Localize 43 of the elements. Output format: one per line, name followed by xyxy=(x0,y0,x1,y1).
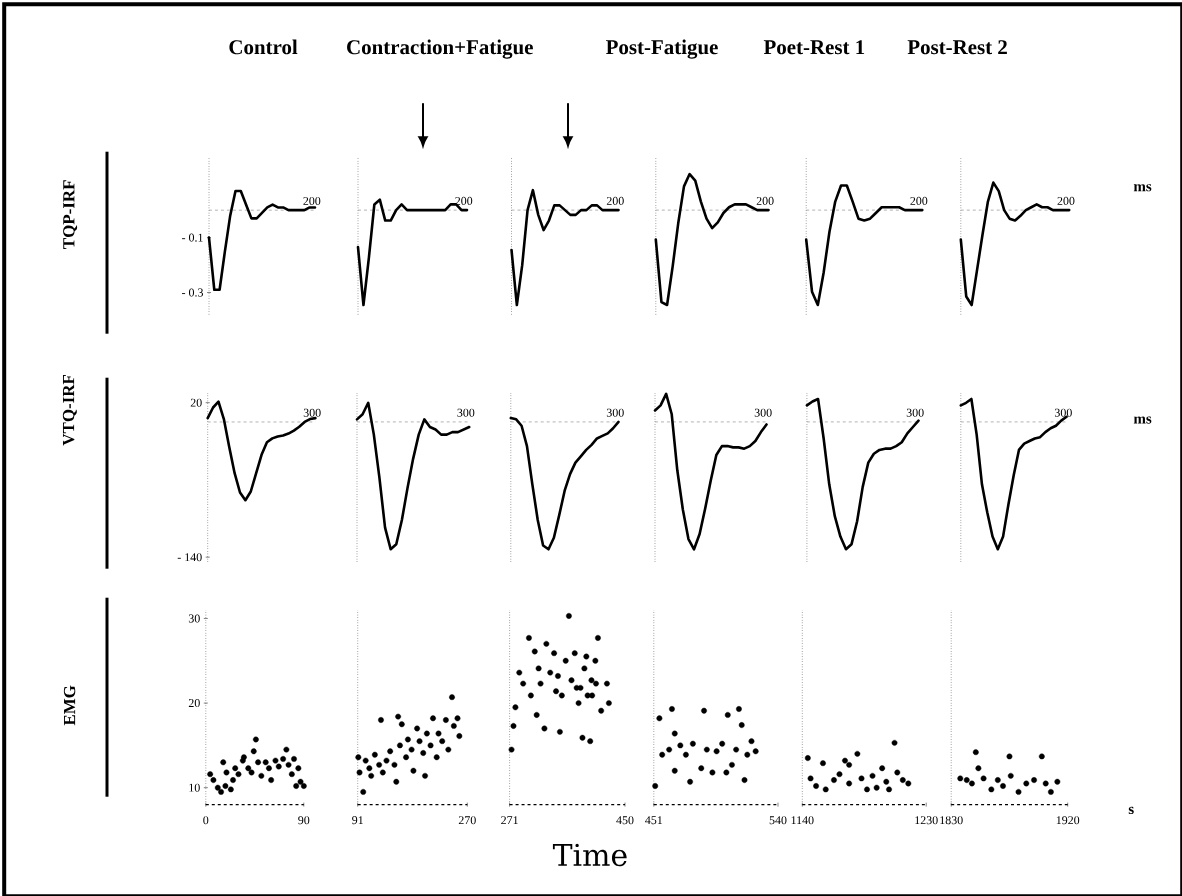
y-tick-label: 30 xyxy=(188,614,200,623)
x-tick-label: 1140 xyxy=(791,816,814,825)
annotation: 300 xyxy=(1054,408,1072,417)
annotation: 200 xyxy=(455,196,473,205)
chart-title: Poet-Rest 1 xyxy=(763,40,865,55)
text: ms xyxy=(1133,416,1152,424)
y-axis-title: VTQ-IRF xyxy=(62,374,77,446)
y-tick-label: - 140 xyxy=(177,553,202,562)
annotation: 300 xyxy=(457,408,475,417)
text: ms xyxy=(1133,184,1152,192)
x-tick-label: 451 xyxy=(645,816,663,825)
annotation: 200 xyxy=(910,196,928,205)
annotation: 300 xyxy=(303,408,321,417)
x-tick-label: 540 xyxy=(769,816,787,825)
chart-title: Post-Rest 2 xyxy=(907,40,1007,55)
y-tick-label: - 0.3 xyxy=(182,288,204,297)
text: 300 xyxy=(606,408,624,417)
y-tick-label: 20 xyxy=(190,398,202,407)
chart-title: Control xyxy=(229,39,298,55)
y-tick-label: 20 xyxy=(188,699,200,708)
annotation: 200 xyxy=(303,196,321,205)
x-tick-label: 90 xyxy=(298,816,310,825)
x-tick-label: 270 xyxy=(458,816,476,825)
x-tick-label: 450 xyxy=(616,816,634,825)
annotation: 300 xyxy=(754,408,772,417)
x-axis-title: Time xyxy=(552,843,627,867)
annotation: 200 xyxy=(756,196,774,205)
y-tick-label: - 0.1 xyxy=(182,233,203,242)
x-tick-label: 1230 xyxy=(915,816,938,825)
chart-title: Contraction+Fatigue xyxy=(347,39,533,59)
y-axis-title: EMG xyxy=(63,685,76,726)
annotation: 300 xyxy=(906,408,924,417)
chart-title: Post-Fatigue xyxy=(606,39,718,59)
x-tick-label: 1920 xyxy=(1056,816,1080,825)
text: s xyxy=(1128,806,1134,815)
x-tick-label: 1830 xyxy=(940,816,963,825)
annotation: 200 xyxy=(606,196,624,205)
y-tick-label: 10 xyxy=(189,783,200,792)
x-tick-label: 91 xyxy=(352,816,363,825)
y-axis-title: TQP-IRF xyxy=(63,180,78,249)
x-tick-label: 0 xyxy=(203,816,209,825)
annotation: 200 xyxy=(1057,196,1075,205)
x-tick-label: 271 xyxy=(501,816,518,825)
